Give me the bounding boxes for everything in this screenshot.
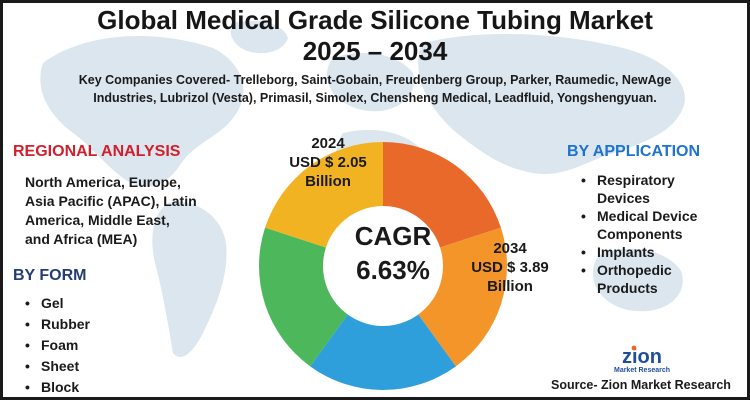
donut-segment-1 [383,142,501,249]
map-asia [418,33,685,174]
unit-2024: Billion [305,173,351,190]
year-2034: 2034 [493,240,527,257]
source-text: Source- Zion Market Research [551,378,731,392]
donut-segment-3 [310,312,456,390]
application-item-line: Products [597,280,658,296]
map-europe [327,53,414,112]
svg-text:zion: zion [622,346,662,368]
cagr-value: 6.63% [356,255,430,285]
regional-line: Asia Pacific (APAC), Latin [25,193,197,209]
map-greenland [230,21,288,54]
cagr-donut [259,142,507,390]
unit-2034: Billion [487,278,533,295]
application-item-line: Medical Device [597,208,698,224]
cagr-center: CAGR 6.63% [338,221,448,285]
application-item-line: Respiratory [597,172,675,188]
by-form-heading: BY FORM [13,267,87,284]
form-item: Sheet [25,356,90,377]
value-2024: USD $ 2.05 [289,154,367,171]
companies-line-2: Industries, Lubrizol (Vesta), Primasil, … [93,91,657,105]
zion-logo: zion Market Research [614,345,670,374]
value-2034-label: 2034 USD $ 3.89 Billion [455,239,565,296]
year-2024: 2024 [311,135,345,152]
map-south-america [152,202,227,357]
value-2034: USD $ 3.89 [471,259,549,276]
key-companies: Key Companies Covered- Trelleborg, Saint… [13,71,737,107]
page-title: Global Medical Grade Silicone Tubing Mar… [3,5,747,67]
application-item: Respiratory Devices [581,171,741,207]
regional-analysis-text: North America, Europe, Asia Pacific (APA… [25,173,235,249]
application-item-line: Implants [597,244,655,260]
title-line-1: Global Medical Grade Silicone Tubing Mar… [97,5,653,35]
application-item-line: Orthopedic [597,262,672,278]
form-item: Rubber [25,314,90,335]
donut-segment-2 [417,227,507,367]
map-north-america [40,36,244,187]
application-item: Orthopedic Products [581,261,741,297]
value-2024-label: 2024 USD $ 2.05 Billion [268,134,388,191]
application-item: Implants [581,243,741,261]
by-application-heading: BY APPLICATION [567,143,701,160]
svg-text:Market Research: Market Research [614,367,670,374]
form-item: Block [25,377,90,397]
regional-analysis-heading: REGIONAL ANALYSIS [13,143,181,160]
regional-line: North America, Europe, [25,174,181,190]
title-line-2: 2025 – 2034 [302,36,448,66]
application-item: Medical Device Components [581,207,741,243]
cagr-label: CAGR [354,221,432,251]
donut-center [323,206,443,326]
companies-line-1: Key Companies Covered- Trelleborg, Saint… [78,73,672,87]
regional-line: America, Middle East, [25,212,170,228]
form-item: Gel [25,293,90,314]
application-item-line: Devices [597,190,650,206]
application-item-line: Components [597,226,683,242]
donut-segment-4 [259,227,349,367]
donut-segment-5 [265,142,383,249]
form-list: Gel Rubber Foam Sheet Block [25,293,90,397]
regional-line: and Africa (MEA) [25,231,138,247]
form-item: Foam [25,335,90,356]
application-list: Respiratory Devices Medical Device Compo… [581,171,741,297]
